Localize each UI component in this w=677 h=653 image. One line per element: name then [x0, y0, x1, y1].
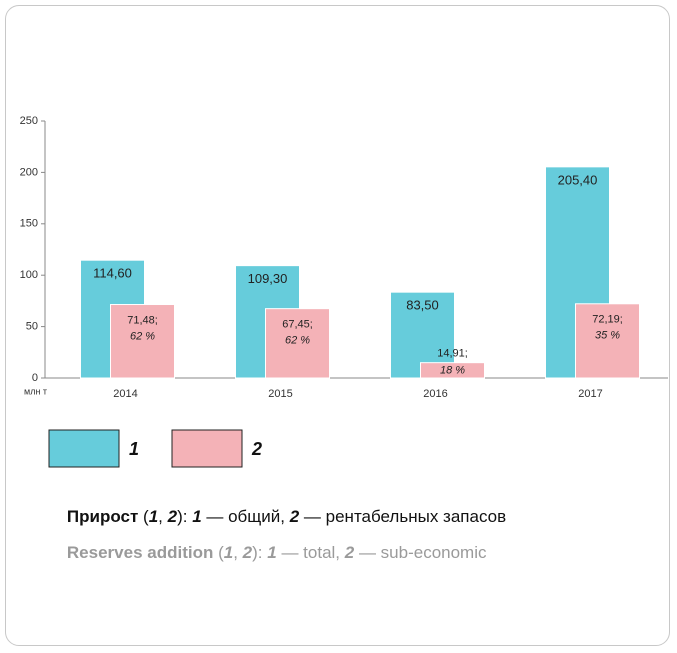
data-label: 109,30	[248, 271, 288, 286]
x-tick-label: 2016	[423, 388, 447, 400]
caption-part: ,	[158, 507, 168, 526]
caption-en: Reserves addition (1, 2): 1 — total, 2 —…	[48, 523, 487, 583]
legend-label: 2	[251, 439, 262, 459]
legend-swatch	[48, 429, 120, 468]
caption-part: 1	[192, 507, 202, 526]
data-label: 114,60	[93, 266, 132, 281]
share-label: 18 %	[440, 365, 465, 377]
data-label: 14,91;	[437, 348, 468, 360]
bar	[575, 303, 640, 379]
share-label: 62 %	[285, 335, 310, 347]
caption-part: 2	[289, 507, 300, 526]
x-tick-label: 2015	[268, 388, 292, 400]
bar	[420, 362, 485, 379]
bar	[265, 308, 330, 379]
legend-label: 1	[129, 439, 139, 459]
caption-part: (	[213, 543, 224, 562]
data-label: 72,19;	[592, 314, 623, 326]
x-tick-label: 2014	[113, 388, 137, 400]
data-label: 83,50	[406, 298, 439, 313]
share-label: 35 %	[595, 330, 620, 342]
caption-part: 2	[344, 543, 355, 562]
caption-part: — total,	[276, 543, 345, 562]
data-label: 71,48;	[127, 314, 158, 326]
caption-part: 2	[167, 507, 178, 526]
caption-part: 2	[242, 543, 253, 562]
caption-part: ,	[233, 543, 243, 562]
card	[5, 5, 670, 646]
caption-part: Reserves addition	[66, 543, 214, 562]
x-tick-label: 2017	[578, 388, 602, 400]
caption-part: — sub-economic	[354, 543, 487, 562]
y-tick-label: 250	[20, 115, 38, 127]
caption-part: Прирост	[66, 507, 139, 526]
y-tick-label: 150	[20, 218, 38, 230]
bar	[110, 304, 175, 379]
y-tick-label: 100	[20, 269, 38, 281]
caption-part: 1	[223, 543, 234, 562]
caption-part: — рентабельных запасов	[299, 507, 507, 526]
caption: Прирост (1, 2): 1 — общий, 2 — рентабель…	[48, 487, 506, 547]
caption-part: ):	[177, 507, 193, 526]
caption-part: 1	[267, 543, 277, 562]
y-tick-label: 200	[20, 166, 38, 178]
data-label: 205,40	[558, 172, 598, 187]
y-unit: млн т	[24, 386, 47, 396]
share-label: 62 %	[130, 330, 155, 342]
caption-part: — общий,	[201, 507, 290, 526]
caption-part: ):	[252, 543, 268, 562]
y-tick-label: 0	[32, 372, 38, 384]
caption-part: (	[138, 507, 149, 526]
data-label: 67,45;	[282, 319, 313, 331]
y-tick-label: 50	[26, 321, 38, 333]
legend-swatch	[171, 429, 243, 468]
caption-part: 1	[148, 507, 159, 526]
